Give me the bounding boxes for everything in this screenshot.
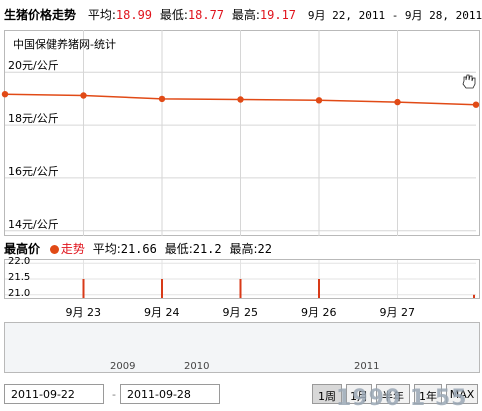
x-tick-label: 9月 25 — [222, 306, 259, 319]
range-1m-button[interactable]: 1月 — [346, 384, 372, 404]
hand-cursor-icon — [462, 74, 476, 89]
sub-avg-value: 21.66 — [120, 242, 157, 256]
y-tick-label: 16元/公斤 — [8, 164, 59, 178]
price-data-point — [394, 98, 401, 106]
subpanel-bar — [161, 279, 163, 298]
x-tick-label: 9月 23 — [65, 306, 102, 319]
x-tick-label: 9月 26 — [301, 306, 337, 319]
price-data-point — [80, 92, 87, 99]
sub-max-value: 22 — [257, 242, 272, 256]
subpanel-y-tick-label: 21.0 — [8, 287, 31, 299]
x-tick-label: 9月 27 — [379, 306, 416, 319]
min-value: 18.77 — [187, 8, 225, 22]
watermark-logo: 1990 1 55 — [336, 386, 468, 411]
source-label: 中国保健养猪网-统计 — [13, 38, 116, 51]
navigator-year-label: 2009 — [110, 361, 136, 372]
price-chart-panel — [4, 30, 480, 236]
y-tick-label: 18元/公斤 — [8, 112, 59, 126]
to-date-input[interactable]: 2011-09-28 — [120, 384, 220, 404]
from-date-input[interactable]: 2011-09-22 — [4, 384, 104, 404]
sub-min-value: 21.2 — [192, 242, 222, 256]
x-tick-label: 9月 24 — [144, 306, 180, 319]
navigator-year-label: 2010 — [184, 361, 210, 372]
y-tick-label: 20元/公斤 — [8, 59, 59, 73]
high-price-panel — [4, 259, 480, 299]
trend-legend-label[interactable]: 走势 — [60, 242, 85, 256]
date-range: 9月 22, 2011 - 9月 28, 2011 — [307, 9, 482, 22]
avg-value: 18.99 — [115, 8, 153, 22]
price-data-point — [315, 97, 323, 104]
chart-title: 生猪价格走势 — [4, 8, 77, 22]
range-1w-button[interactable]: 1周 — [312, 384, 342, 404]
sub-avg-label: 平均: — [92, 242, 121, 256]
price-data-point — [237, 96, 244, 103]
avg-label: 平均: — [87, 8, 116, 22]
trend-legend-dot — [49, 245, 59, 254]
subpanel-bar — [318, 279, 320, 298]
subpanel-bar — [473, 294, 475, 298]
subpanel-bar — [239, 279, 242, 298]
subpanel-y-tick-label: 21.5 — [8, 272, 31, 283]
date-separator: - — [112, 388, 116, 401]
price-data-point — [1, 91, 9, 98]
chart-header: 生猪价格走势 平均:18.99 最低:18.77 最高:19.17 9月 22,… — [4, 6, 482, 23]
sub-title: 最高价 — [4, 242, 41, 256]
max-label: 最高: — [231, 8, 260, 22]
range-max-button[interactable]: MAX — [446, 384, 478, 404]
range-6m-button[interactable]: 半年 — [376, 384, 410, 404]
range-navigator[interactable] — [4, 322, 480, 373]
max-value: 19.17 — [259, 8, 297, 22]
price-data-point — [158, 95, 166, 103]
navigator-year-label: 2011 — [354, 361, 380, 372]
sub-min-label: 最低: — [164, 242, 193, 256]
sub-header: 最高价 走势 平均:21.66 最低:21.2 最高:22 — [4, 240, 480, 258]
sub-max-label: 最高: — [229, 242, 258, 256]
subpanel-y-tick-label: 22.0 — [8, 256, 31, 268]
price-data-point — [472, 101, 480, 108]
range-1y-button[interactable]: 1年 — [414, 384, 442, 404]
min-label: 最低: — [159, 8, 188, 22]
y-tick-label: 14元/公斤 — [8, 217, 59, 231]
subpanel-bar — [82, 279, 85, 298]
